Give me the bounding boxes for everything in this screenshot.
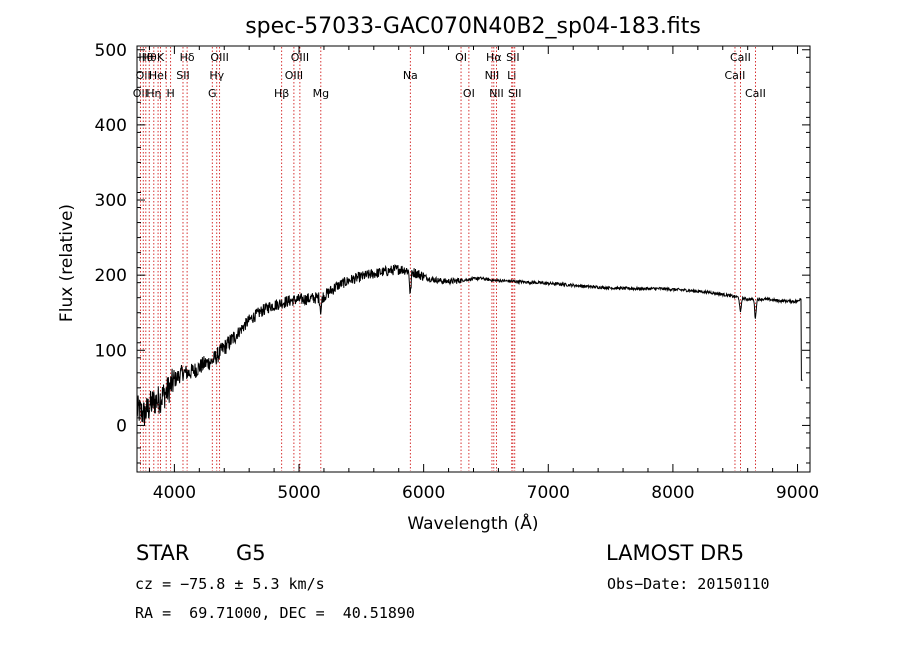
line-marker-label: SII	[176, 69, 189, 82]
spectrum-series	[136, 263, 803, 426]
line-marker-label: OI	[455, 51, 467, 64]
coordinates: RA = 69.71000, DEC = 40.51890	[135, 604, 415, 622]
line-marker-label: CaII	[745, 87, 766, 100]
axis-ticks	[137, 46, 810, 472]
line-marker-label: K	[157, 51, 165, 64]
y-axis-label: Flux (relative)	[57, 204, 77, 322]
line-marker-label: NII	[485, 69, 500, 82]
y-tick-label: 500	[95, 41, 127, 61]
line-marker-label: Hθ	[142, 51, 157, 64]
line-marker-label: Hδ	[180, 51, 195, 64]
subclass: G5	[236, 541, 266, 565]
line-marker-label: SII	[508, 87, 521, 100]
line-marker-label: Na	[403, 69, 418, 82]
tick-labels: 4000 5000 6000 7000 8000 9000 0 100 200 300 400 500	[95, 41, 820, 503]
line-marker-label: OI	[463, 87, 475, 100]
line-marker-label: Hγ	[209, 69, 224, 82]
line-marker-label: OIII	[291, 51, 309, 64]
line-marker-label: Hβ	[274, 87, 289, 100]
y-tick-label: 0	[116, 416, 127, 436]
y-tick-label: 300	[95, 191, 127, 211]
spectrum-line	[136, 263, 803, 426]
line-marker-label: HeI	[149, 69, 167, 82]
line-marker-label: H	[167, 87, 175, 100]
line-marker-label: G	[208, 87, 217, 100]
line-marker-label: NII	[489, 87, 504, 100]
x-tick-label: 4000	[153, 483, 196, 503]
line-marker-label: SII	[506, 51, 519, 64]
line-marker-label: CaII	[730, 51, 751, 64]
x-axis-label: Wavelength (Å)	[407, 512, 538, 534]
plot-frame	[136, 45, 811, 473]
survey-name: LAMOST DR5	[606, 541, 745, 565]
velocity-readout: cz = −75.8 ± 5.3 km/s	[135, 575, 325, 593]
x-tick-label: 8000	[651, 483, 694, 503]
y-tick-label: 400	[95, 116, 127, 136]
x-tick-label: 7000	[527, 483, 570, 503]
y-tick-label: 100	[95, 341, 127, 361]
line-marker-label: Hη	[146, 87, 161, 100]
object-class: STAR	[136, 541, 190, 565]
line-marker-label: CaII	[725, 69, 746, 82]
line-marker-label: Li	[507, 69, 516, 82]
line-markers: OIIOIIHθHθHηHeIKHSIIHδGHγOIIIHβOIIIOIIIM…	[133, 47, 766, 471]
chart-title: spec-57033-GAC070N40B2_sp04-183.fits	[245, 14, 701, 39]
y-tick-label: 200	[95, 266, 127, 286]
x-tick-label: 6000	[402, 483, 445, 503]
line-marker-label: Mg	[313, 87, 329, 100]
line-marker-label: OIII	[210, 51, 228, 64]
line-marker-label: Hθ	[138, 51, 153, 64]
line-marker-label: OIII	[285, 69, 303, 82]
obs-date: Obs−Date: 20150110	[607, 575, 770, 593]
line-marker-label: Hα	[486, 51, 502, 64]
x-tick-label: 5000	[277, 483, 320, 503]
x-tick-label: 9000	[776, 483, 819, 503]
